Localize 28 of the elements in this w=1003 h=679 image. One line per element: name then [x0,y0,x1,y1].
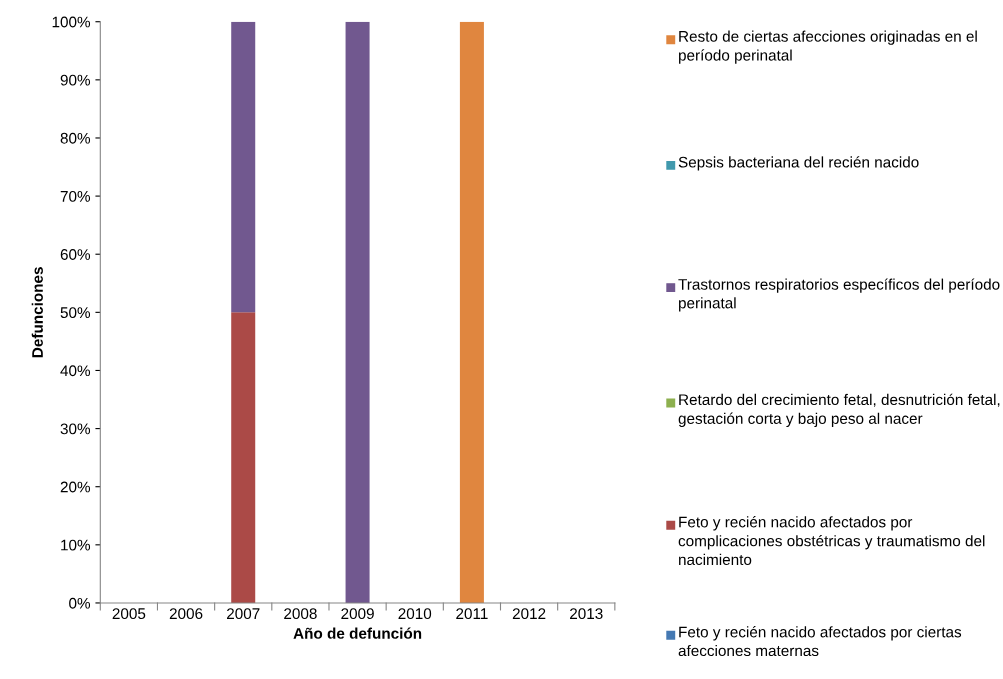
x-tick-label: 2013 [570,608,603,620]
y-tick-label: 20% [60,481,91,493]
x-tick-label: 2012 [512,608,546,620]
y-tick-label: 90% [60,74,91,86]
y-axis-title: Defunciones [31,267,43,358]
x-tick-label: 2005 [112,608,146,620]
legend-label: Trastornos respiratorios específicos del período perinatal [678,278,1000,312]
x-tick-label: 2009 [341,608,374,620]
y-tick-label: 0% [69,597,91,609]
legend-label: Feto y recién nacido afectados por complicaciones obstétricas y traumatismo del nacimiento [678,516,985,566]
y-tick-label: 80% [60,132,91,144]
y-tick-label: 30% [60,423,91,435]
x-tick-label: 2011 [456,608,488,620]
y-tick-label: 100% [52,16,91,28]
x-tick-label: 2008 [284,608,317,620]
y-tick-label: 70% [60,190,91,202]
legend-label: Sepsis bacteriana del recién nacido [678,156,919,171]
y-tick-label: 40% [60,365,91,377]
x-tick-label: 2010 [398,608,432,620]
legend-label: Resto de ciertas afecciones originadas en el período perinatal [679,30,977,64]
x-tick-label: 2007 [227,608,260,620]
legend-label: Retardo del crecimiento fetal, desnutrición fetal, gestación corta y bajo peso al nacer [678,393,1000,427]
y-tick-label: 10% [61,539,91,551]
legend-label: Feto y recién nacido afectados por ciertas afecciones maternas [678,626,962,657]
y-tick-label: 60% [60,249,91,260]
x-tick-label: 2006 [169,608,203,620]
y-tick-label: 50% [60,307,91,319]
x-axis-title: Año de defunción [293,627,422,639]
